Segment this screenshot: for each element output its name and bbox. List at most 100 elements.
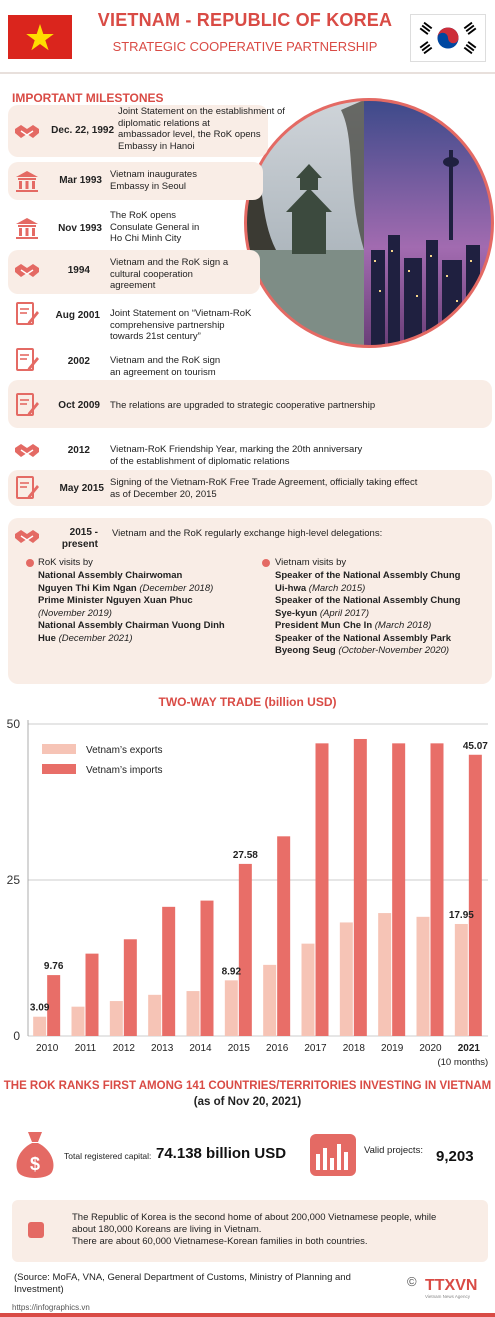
export-bar bbox=[148, 994, 162, 1036]
milestone-band bbox=[8, 470, 492, 506]
milestone-band bbox=[8, 380, 492, 428]
investment-title: THE ROK RANKS FIRST AMONG 141 COUNTRIES/… bbox=[3, 1080, 492, 1092]
milestone-text: Signing of the Vietnam-RoK Free Trade Ag… bbox=[110, 477, 418, 500]
milestone-text: Vietnam and the RoK sign an agreement on … bbox=[110, 355, 221, 378]
export-bar bbox=[301, 943, 315, 1036]
note-marker-icon bbox=[28, 1222, 44, 1238]
x-tick-label: 2013 bbox=[151, 1043, 174, 1054]
x-tick-label: 2016 bbox=[266, 1043, 289, 1054]
svg-text:TTXVN: TTXVN bbox=[425, 1277, 477, 1294]
photo-border bbox=[244, 98, 494, 348]
export-bar bbox=[263, 964, 277, 1036]
milestone-date: Dec. 22, 1992 bbox=[51, 125, 114, 136]
data-label: 27.58 bbox=[233, 850, 258, 861]
star-icon bbox=[8, 15, 72, 59]
svg-text:$: $ bbox=[30, 1154, 40, 1174]
vn-visits-list: Speaker of the National Assembly Chung U… bbox=[275, 570, 461, 656]
milestone-band bbox=[8, 162, 263, 200]
y-tick-label: 50 bbox=[7, 717, 21, 731]
milestone-date: May 2015 bbox=[59, 483, 104, 494]
legend-swatch bbox=[42, 764, 76, 774]
chart-title: TWO-WAY TRADE (billion USD) bbox=[158, 695, 337, 709]
taegeuk-icon bbox=[411, 15, 485, 61]
document-icon bbox=[14, 348, 40, 372]
milestone-text: Joint Statement on “Vietnam-RoK comprehen… bbox=[110, 308, 252, 342]
milestone-text: The relations are upgraded to strategic … bbox=[110, 400, 376, 411]
page-title: VIETNAM - REPUBLIC OF KOREA bbox=[97, 10, 393, 30]
import-bar bbox=[200, 900, 214, 1036]
projects-label: Valid projects: bbox=[364, 1145, 423, 1156]
import-bar bbox=[315, 743, 329, 1036]
x-tick-label: 2017 bbox=[304, 1043, 327, 1054]
money-bag-icon: $ bbox=[14, 1128, 56, 1182]
legend-label: Vetnam’s imports bbox=[86, 765, 163, 776]
data-label: 3.09 bbox=[30, 1003, 50, 1014]
milestone-date: 2015 - present bbox=[61, 527, 98, 550]
page-subtitle: STRATEGIC COOPERATIVE PARTNERSHIP bbox=[112, 39, 378, 54]
milestone-date: 1994 bbox=[67, 265, 90, 276]
copyright-icon: © bbox=[407, 1274, 417, 1289]
export-bar bbox=[378, 913, 392, 1036]
trade-chart: 0 25 50 3.09 9.76 2010 2011 2012 2013 2014 8.92 27… bbox=[7, 717, 489, 1068]
x-tick-label: 2010 bbox=[36, 1043, 59, 1054]
document-icon bbox=[14, 476, 40, 500]
website-link[interactable]: https://infographics.vn bbox=[12, 1303, 90, 1312]
handshake-icon bbox=[14, 524, 40, 548]
y-tick-label: 25 bbox=[7, 873, 21, 887]
header-divider bbox=[0, 72, 495, 74]
export-bar bbox=[109, 1001, 123, 1036]
x-tick-label: 2018 bbox=[343, 1043, 366, 1054]
rok-visits-list: National Assembly Chairwoman Nguyen Thi … bbox=[38, 570, 225, 644]
legend-label: Vetnam’s exports bbox=[86, 745, 163, 756]
import-bar bbox=[162, 906, 176, 1036]
projects-value: 9,203 bbox=[436, 1148, 474, 1165]
handshake-icon bbox=[14, 438, 40, 462]
import-bar bbox=[85, 953, 99, 1036]
import-bar bbox=[123, 939, 137, 1036]
milestone-date: 2012 bbox=[67, 445, 90, 456]
x-tick-label: 2020 bbox=[419, 1043, 442, 1054]
milestone-text: Vietnam-RoK Friendship Year, marking the… bbox=[110, 444, 363, 467]
export-bar bbox=[33, 1016, 47, 1036]
milestone-text: Vietnam and the RoK sign a cultural coope… bbox=[110, 257, 229, 291]
import-bar bbox=[468, 754, 482, 1036]
vn-visits-heading: Vietnam visits by bbox=[275, 557, 347, 568]
milestone-date: Mar 1993 bbox=[59, 175, 102, 186]
data-label: 17.95 bbox=[449, 910, 474, 921]
legend-swatch bbox=[42, 744, 76, 754]
x-tick-label: 2021 bbox=[458, 1043, 481, 1054]
ttxvn-logo: TTXVN bbox=[425, 1277, 477, 1294]
investment-subtitle: (as of Nov 20, 2021) bbox=[193, 1096, 302, 1108]
projects-chart-icon bbox=[310, 1134, 356, 1176]
import-bar bbox=[47, 975, 61, 1036]
handshake-icon bbox=[14, 119, 40, 143]
milestone-text: Joint Statement on the establishment of d… bbox=[118, 106, 285, 152]
document-icon bbox=[14, 393, 40, 417]
export-bar bbox=[224, 980, 238, 1036]
export-bar bbox=[71, 1006, 85, 1036]
source-text: (Source: MoFA, VNA, General Department o… bbox=[14, 1272, 351, 1295]
y-tick-label: 0 bbox=[13, 1029, 20, 1043]
import-bar bbox=[277, 836, 291, 1036]
x-tick-note: (10 months) bbox=[437, 1057, 488, 1068]
data-label: 45.07 bbox=[463, 741, 488, 752]
import-bar bbox=[238, 863, 252, 1036]
milestone-date: Aug 2001 bbox=[55, 310, 100, 321]
milestone-date: Nov 1993 bbox=[58, 223, 102, 234]
building-icon bbox=[14, 169, 40, 193]
bottom-bar bbox=[0, 1313, 495, 1317]
capital-value: 74.138 billion USD bbox=[156, 1145, 287, 1162]
milestone-band bbox=[8, 518, 492, 684]
x-tick-label: 2014 bbox=[189, 1043, 212, 1054]
milestone-date: Oct 2009 bbox=[58, 400, 100, 411]
import-bar bbox=[392, 743, 406, 1036]
document-icon bbox=[14, 302, 40, 326]
import-bar bbox=[353, 738, 367, 1036]
note-text: The Republic of Korea is the second home… bbox=[72, 1212, 437, 1247]
logo-subtitle: Vietnam News Agency bbox=[425, 1294, 470, 1299]
korea-flag bbox=[410, 14, 486, 62]
export-bar bbox=[339, 922, 353, 1036]
milestone-text: Vietnam inaugurates Embassy in Seoul bbox=[110, 169, 197, 192]
export-bar bbox=[186, 991, 200, 1036]
x-tick-label: 2011 bbox=[75, 1043, 97, 1054]
